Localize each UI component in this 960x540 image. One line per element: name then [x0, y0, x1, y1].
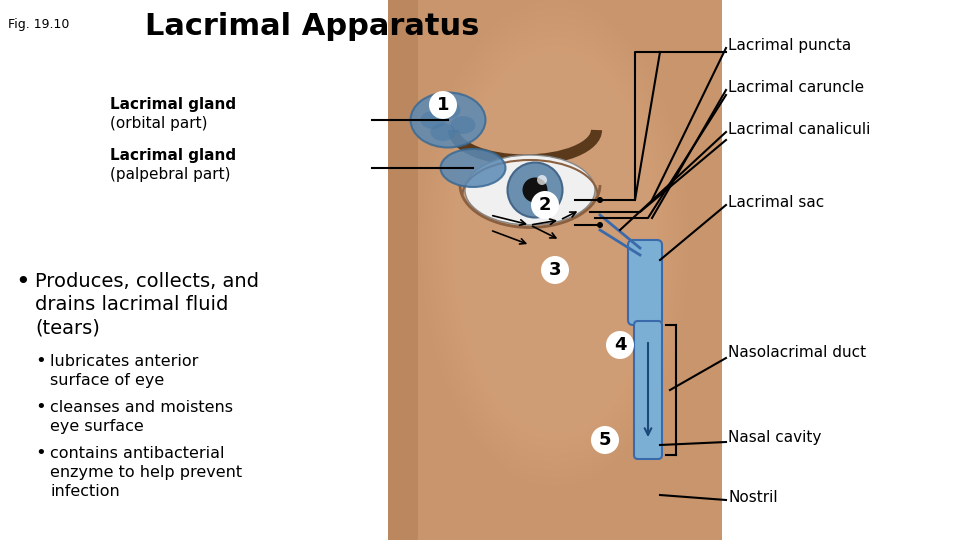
- Text: contains antibacterial: contains antibacterial: [50, 446, 225, 461]
- Ellipse shape: [606, 331, 634, 359]
- Text: •: •: [15, 270, 30, 294]
- Text: Lacrimal sac: Lacrimal sac: [728, 195, 825, 210]
- Ellipse shape: [411, 92, 486, 147]
- Text: enzyme to help prevent: enzyme to help prevent: [50, 465, 242, 480]
- Text: Lacrimal gland: Lacrimal gland: [110, 148, 236, 163]
- Text: 2: 2: [539, 196, 551, 214]
- Text: 5: 5: [599, 431, 612, 449]
- Text: Lacrimal caruncle: Lacrimal caruncle: [728, 80, 864, 95]
- Text: Nostril: Nostril: [728, 490, 778, 505]
- Text: (tears): (tears): [35, 318, 100, 337]
- Text: surface of eye: surface of eye: [50, 373, 164, 388]
- Ellipse shape: [430, 123, 455, 141]
- Ellipse shape: [531, 191, 559, 219]
- Text: 1: 1: [437, 96, 449, 114]
- Text: lubricates anterior: lubricates anterior: [50, 354, 199, 369]
- Text: Lacrimal gland: Lacrimal gland: [110, 97, 236, 112]
- Ellipse shape: [420, 111, 445, 129]
- Text: 4: 4: [613, 336, 626, 354]
- Ellipse shape: [597, 222, 603, 228]
- Ellipse shape: [541, 256, 569, 284]
- Ellipse shape: [508, 163, 563, 218]
- Bar: [388, 0, 418, 540]
- FancyBboxPatch shape: [634, 321, 662, 459]
- Ellipse shape: [591, 426, 619, 454]
- Ellipse shape: [465, 155, 595, 225]
- Text: •: •: [35, 444, 46, 462]
- Ellipse shape: [450, 116, 475, 134]
- Text: drains lacrimal fluid: drains lacrimal fluid: [35, 295, 228, 314]
- Text: infection: infection: [50, 484, 120, 499]
- Text: Produces, collects, and: Produces, collects, and: [35, 272, 259, 291]
- Ellipse shape: [522, 178, 547, 202]
- Text: Lacrimal puncta: Lacrimal puncta: [728, 38, 852, 53]
- Ellipse shape: [537, 175, 547, 185]
- Ellipse shape: [436, 101, 461, 119]
- Text: •: •: [35, 352, 46, 370]
- Bar: [388, 0, 722, 540]
- Text: (palpebral part): (palpebral part): [110, 167, 230, 182]
- FancyBboxPatch shape: [628, 240, 662, 325]
- Text: Nasal cavity: Nasal cavity: [728, 430, 822, 445]
- Ellipse shape: [429, 91, 457, 119]
- Ellipse shape: [597, 197, 603, 203]
- Text: eye surface: eye surface: [50, 419, 144, 434]
- Ellipse shape: [441, 149, 506, 187]
- Text: 3: 3: [549, 261, 562, 279]
- Text: (orbital part): (orbital part): [110, 116, 207, 131]
- Text: Lacrimal canaliculi: Lacrimal canaliculi: [728, 122, 871, 137]
- Text: Nasolacrimal duct: Nasolacrimal duct: [728, 345, 866, 360]
- Text: cleanses and moistens: cleanses and moistens: [50, 400, 233, 415]
- Text: Lacrimal Apparatus: Lacrimal Apparatus: [145, 12, 479, 41]
- Text: •: •: [35, 398, 46, 416]
- Text: Fig. 19.10: Fig. 19.10: [8, 18, 69, 31]
